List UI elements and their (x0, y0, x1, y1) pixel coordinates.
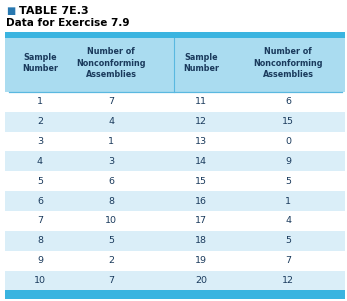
Bar (5, 151, 345, 171)
Text: 1: 1 (285, 197, 291, 206)
Text: 6: 6 (108, 177, 114, 186)
Text: 14: 14 (195, 157, 207, 166)
Text: 5: 5 (285, 236, 291, 245)
Bar (5, 92, 345, 112)
Bar (5, 38, 345, 92)
Text: 7: 7 (108, 276, 114, 285)
Text: 15: 15 (195, 177, 207, 186)
Bar (5, 290, 345, 299)
Bar (5, 191, 345, 211)
Bar (5, 171, 345, 191)
Text: 6: 6 (37, 197, 43, 206)
Text: 20: 20 (195, 276, 207, 285)
Text: 1: 1 (37, 97, 43, 106)
Text: 13: 13 (195, 137, 207, 146)
Text: Sample
Number: Sample Number (183, 53, 219, 73)
Text: 4: 4 (108, 117, 114, 126)
Text: Sample
Number: Sample Number (22, 53, 58, 73)
Text: 19: 19 (195, 256, 207, 265)
Text: 2: 2 (108, 256, 114, 265)
Text: 5: 5 (37, 177, 43, 186)
Text: 1: 1 (108, 137, 114, 146)
Bar (5, 211, 345, 231)
Text: 8: 8 (108, 197, 114, 206)
Text: 12: 12 (282, 276, 294, 285)
Text: 10: 10 (34, 276, 46, 285)
Text: TABLE 7E.3: TABLE 7E.3 (19, 5, 89, 16)
Text: 9: 9 (285, 157, 291, 166)
Text: 15: 15 (282, 117, 294, 126)
Text: 10: 10 (105, 216, 117, 225)
Text: 18: 18 (195, 236, 207, 245)
Bar (5, 231, 345, 251)
Text: 4: 4 (37, 157, 43, 166)
Bar (5, 132, 345, 151)
Text: 8: 8 (37, 236, 43, 245)
Text: 12: 12 (195, 117, 207, 126)
Text: ■: ■ (6, 5, 16, 16)
Text: 4: 4 (285, 216, 291, 225)
Text: Number of
Nonconforming
Assemblies: Number of Nonconforming Assemblies (253, 47, 323, 79)
Text: 7: 7 (37, 216, 43, 225)
Text: 16: 16 (195, 197, 207, 206)
Text: Data for Exercise 7.9: Data for Exercise 7.9 (6, 17, 130, 28)
Bar (5, 32, 345, 38)
Text: 7: 7 (108, 97, 114, 106)
Bar (5, 251, 345, 271)
Text: 11: 11 (195, 97, 207, 106)
Bar (5, 271, 345, 290)
Text: 7: 7 (285, 256, 291, 265)
Text: 0: 0 (285, 137, 291, 146)
Text: Number of
Nonconforming
Assemblies: Number of Nonconforming Assemblies (76, 47, 146, 79)
Text: 5: 5 (108, 236, 114, 245)
Text: 17: 17 (195, 216, 207, 225)
Text: 2: 2 (37, 117, 43, 126)
Text: 9: 9 (37, 256, 43, 265)
Bar (5, 112, 345, 132)
Text: 3: 3 (37, 137, 43, 146)
Text: 6: 6 (285, 97, 291, 106)
Text: 5: 5 (285, 177, 291, 186)
Text: 3: 3 (108, 157, 114, 166)
